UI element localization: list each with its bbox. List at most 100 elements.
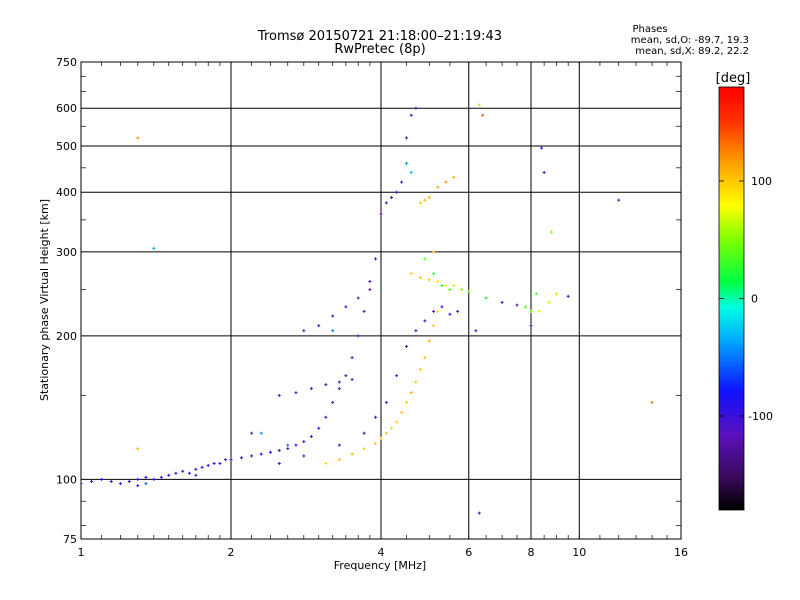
colorbar-label: [deg]	[716, 71, 751, 86]
x-axis-label: Frequency [MHz]	[334, 559, 426, 572]
data-point	[400, 411, 404, 415]
data-point	[286, 447, 290, 451]
data-point	[194, 473, 198, 477]
data-point	[515, 303, 519, 307]
data-point	[481, 113, 485, 117]
data-point	[537, 309, 541, 313]
data-point	[368, 279, 372, 283]
data-point	[542, 170, 546, 174]
data-point	[452, 283, 456, 287]
data-point	[414, 329, 418, 333]
data-point	[427, 278, 431, 282]
data-point	[350, 377, 354, 381]
data-point	[167, 473, 171, 477]
data-point	[356, 334, 360, 338]
data-point	[356, 296, 360, 300]
data-point	[418, 201, 422, 205]
data-point	[444, 180, 448, 184]
data-point	[379, 436, 383, 440]
data-point	[374, 415, 378, 419]
y-tick-label: 750	[56, 56, 77, 69]
data-point	[459, 288, 463, 292]
x-tick-label: 1	[78, 546, 85, 559]
phase-info-title: Phases	[632, 24, 667, 35]
data-point	[384, 201, 388, 205]
data-point	[81, 482, 83, 486]
data-point	[477, 103, 481, 107]
data-point	[317, 426, 321, 430]
data-point	[395, 374, 399, 378]
y-tick-label: 300	[56, 246, 77, 259]
data-point	[448, 288, 452, 292]
data-point	[384, 431, 388, 435]
data-point	[152, 246, 156, 250]
y-tick-label: 600	[56, 102, 77, 115]
data-point	[390, 426, 394, 430]
data-point	[474, 329, 478, 333]
data-point	[136, 477, 140, 481]
data-point	[309, 387, 313, 391]
data-point	[302, 440, 306, 444]
data-point	[418, 276, 422, 280]
data-point	[432, 309, 436, 313]
x-tick-label: 2	[228, 546, 235, 559]
data-point	[432, 272, 436, 276]
x-tick-label: 6	[465, 546, 472, 559]
x-tick-label: 4	[378, 546, 385, 559]
data-point	[324, 461, 328, 465]
data-point	[409, 113, 413, 117]
phase-info-x: mean, sd,X: 89.2, 22.2	[635, 46, 749, 57]
data-point	[218, 461, 222, 465]
data-point	[436, 185, 440, 189]
data-point	[136, 484, 140, 488]
data-point	[109, 479, 113, 483]
data-point	[90, 479, 94, 483]
data-point	[395, 190, 399, 194]
data-point	[344, 374, 348, 378]
data-point	[467, 289, 471, 293]
data-point	[404, 136, 408, 140]
data-point	[484, 296, 488, 300]
data-point	[331, 329, 335, 333]
data-point	[187, 471, 191, 475]
data-point	[294, 443, 298, 447]
data-point	[423, 319, 427, 323]
data-point	[206, 463, 210, 467]
data-point	[344, 305, 348, 309]
data-point	[395, 420, 399, 424]
data-point	[374, 441, 378, 445]
data-point	[404, 161, 408, 165]
data-point	[362, 431, 366, 435]
x-tick-label: 8	[528, 546, 535, 559]
data-point	[224, 458, 228, 462]
data-point	[268, 450, 272, 454]
data-point	[259, 431, 263, 435]
data-point	[440, 283, 444, 287]
data-point	[566, 294, 570, 298]
data-point	[550, 230, 554, 234]
data-point	[547, 300, 551, 304]
data-point	[368, 288, 372, 292]
phase-info-o: mean, sd,O: -89.7, 19.3	[631, 35, 749, 46]
x-tick-label: 10	[572, 546, 586, 559]
data-point	[384, 400, 388, 404]
data-point	[200, 465, 204, 469]
data-point	[181, 469, 185, 473]
x-tick-label: 16	[674, 546, 688, 559]
data-point	[409, 391, 413, 395]
data-point	[174, 471, 178, 475]
data-point	[409, 170, 413, 174]
data-point	[302, 329, 306, 333]
data-point	[440, 305, 444, 309]
data-point	[337, 380, 341, 384]
data-point	[456, 309, 460, 313]
data-point	[427, 339, 431, 343]
data-point	[362, 309, 366, 313]
data-point	[432, 324, 436, 328]
data-point	[194, 467, 198, 471]
colorbar-tick-label: 0	[751, 293, 758, 306]
data-point	[118, 482, 122, 486]
data-point	[534, 292, 538, 296]
data-point	[524, 305, 528, 309]
